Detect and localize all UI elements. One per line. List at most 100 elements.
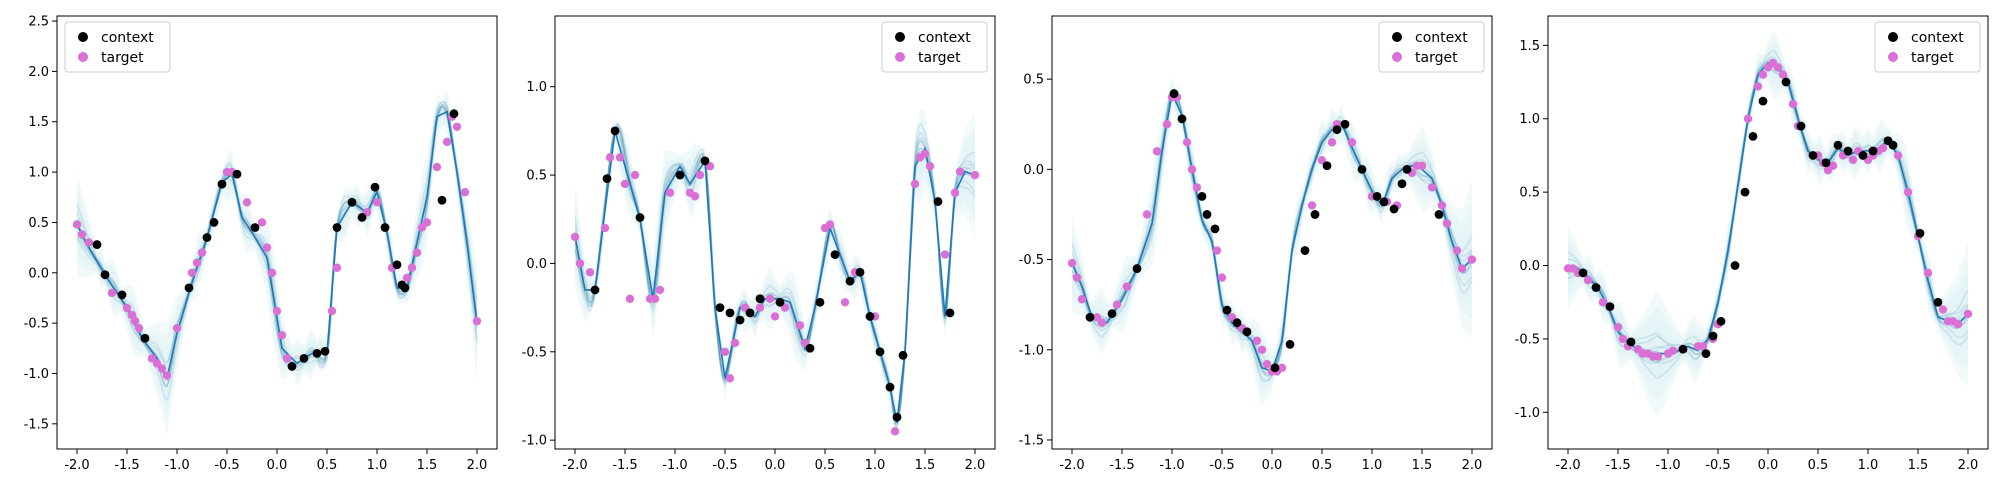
legend-marker-target: [895, 52, 905, 62]
x-tick-label: 1.0: [865, 458, 886, 473]
context-point: [1232, 318, 1242, 328]
target-point: [585, 268, 595, 277]
target-point: [452, 122, 462, 131]
x-tick-label: 2.0: [965, 458, 986, 473]
target-point: [925, 162, 935, 171]
axes-frame: [554, 15, 996, 450]
sample-curve: [1567, 60, 1969, 364]
plot-area: [1563, 30, 1973, 417]
y-tick-label: 2.5: [28, 15, 49, 30]
context-point: [1915, 228, 1925, 238]
target-point: [172, 323, 182, 333]
target-point: [1753, 82, 1763, 91]
x-tick-label: -2.0: [562, 458, 587, 473]
target-point: [1212, 246, 1222, 255]
y-tick-label: -0.5: [24, 317, 49, 332]
plot-area: [570, 109, 980, 436]
context-point: [745, 308, 755, 318]
target-point: [1227, 313, 1237, 322]
target-point: [157, 364, 167, 373]
target-point: [1077, 295, 1087, 304]
target-point: [327, 306, 337, 316]
target-point: [665, 188, 675, 197]
target-point: [600, 223, 610, 233]
target-point: [1457, 264, 1467, 273]
context-point: [380, 223, 390, 232]
target-point: [1953, 320, 1963, 329]
chart-panel-3: -2.0 -1.5 -1.0 -0.5 0.0 0.5 1.0 1.5 2.0 -1.5 -1.0 -…: [1019, 15, 1493, 473]
chart-panel-1: -2.0 -1.5 -1.0 -0.5 0.0 0.5 1.0 1.5 2.0 -1.5 -1.0 -…: [24, 15, 498, 473]
uncertainty-band-4: [1072, 87, 1472, 383]
legend-box: [64, 21, 171, 73]
target-point: [1327, 138, 1337, 147]
target-point: [442, 137, 452, 147]
target-point: [625, 294, 635, 303]
x-tick-label: -2.0: [1059, 458, 1084, 473]
target-point: [1583, 276, 1593, 285]
context-point: [735, 315, 745, 325]
y-tick-label: 0.0: [1023, 163, 1044, 178]
context-point: [1758, 96, 1768, 106]
x-tick-label: -2.0: [64, 458, 89, 473]
x-tick-label: 0.0: [267, 458, 288, 473]
x-tick-label: 1.0: [367, 458, 388, 473]
sample-curve: [1071, 90, 1473, 377]
sample-curve: [1071, 92, 1473, 372]
legend-marker-context: [78, 32, 88, 42]
y-tick-label: 1.5: [28, 115, 49, 130]
context-point: [1169, 89, 1179, 98]
context-point: [400, 283, 410, 293]
target-point: [605, 153, 615, 162]
x-tick-label: -1.0: [164, 458, 189, 473]
context-point: [1107, 309, 1117, 319]
target-point: [1437, 201, 1447, 210]
x-tick-label: 2.0: [467, 458, 488, 473]
target-point: [920, 149, 930, 159]
target-point: [107, 288, 117, 298]
y-tick-label: 0.0: [28, 266, 49, 281]
target-point: [1788, 99, 1798, 109]
target-point: [720, 347, 730, 356]
y-tick-label: 0.0: [1519, 259, 1540, 274]
target-point: [130, 316, 140, 326]
target-point: [1092, 313, 1102, 322]
legend: context target: [881, 21, 988, 73]
target-point: [910, 179, 920, 189]
x-tick-label: 1.5: [1412, 458, 1433, 473]
sample-curve: [1071, 95, 1473, 367]
context-point: [1202, 210, 1212, 219]
target-point: [257, 218, 267, 227]
target-point: [1653, 352, 1663, 361]
context-point: [1796, 121, 1806, 131]
target-point: [1938, 305, 1948, 314]
target-point: [695, 170, 705, 180]
y-tick-label: 0.5: [28, 216, 49, 231]
target-point: [1467, 255, 1477, 264]
legend-label-context: context: [1911, 30, 1964, 46]
target-point: [1442, 219, 1452, 228]
context-point: [100, 270, 110, 280]
x-tick-label: -1.0: [662, 458, 687, 473]
context-point: [1340, 119, 1350, 129]
legend-marker-target: [78, 52, 88, 62]
uncertainty-band-5: [1072, 89, 1472, 378]
uncertainty-band-1: [77, 88, 477, 436]
context-point: [392, 260, 402, 270]
y-tick-label: -1.5: [24, 417, 49, 432]
context-point: [1833, 140, 1843, 150]
legend-box: [1378, 21, 1485, 73]
sample-curve: [1071, 93, 1473, 371]
context-point: [715, 303, 725, 313]
target-point: [332, 263, 342, 272]
target-point: [187, 268, 197, 277]
context-point: [1701, 349, 1711, 358]
sample-curve: [1071, 91, 1473, 372]
target-point: [825, 220, 835, 229]
x-tick-label: -1.5: [1605, 458, 1630, 473]
x-tick-label: -1.5: [114, 458, 139, 473]
target-point: [472, 316, 482, 326]
context-point: [1716, 316, 1726, 326]
target-point: [1112, 300, 1122, 309]
context-point: [815, 297, 825, 307]
context-point: [217, 179, 227, 189]
